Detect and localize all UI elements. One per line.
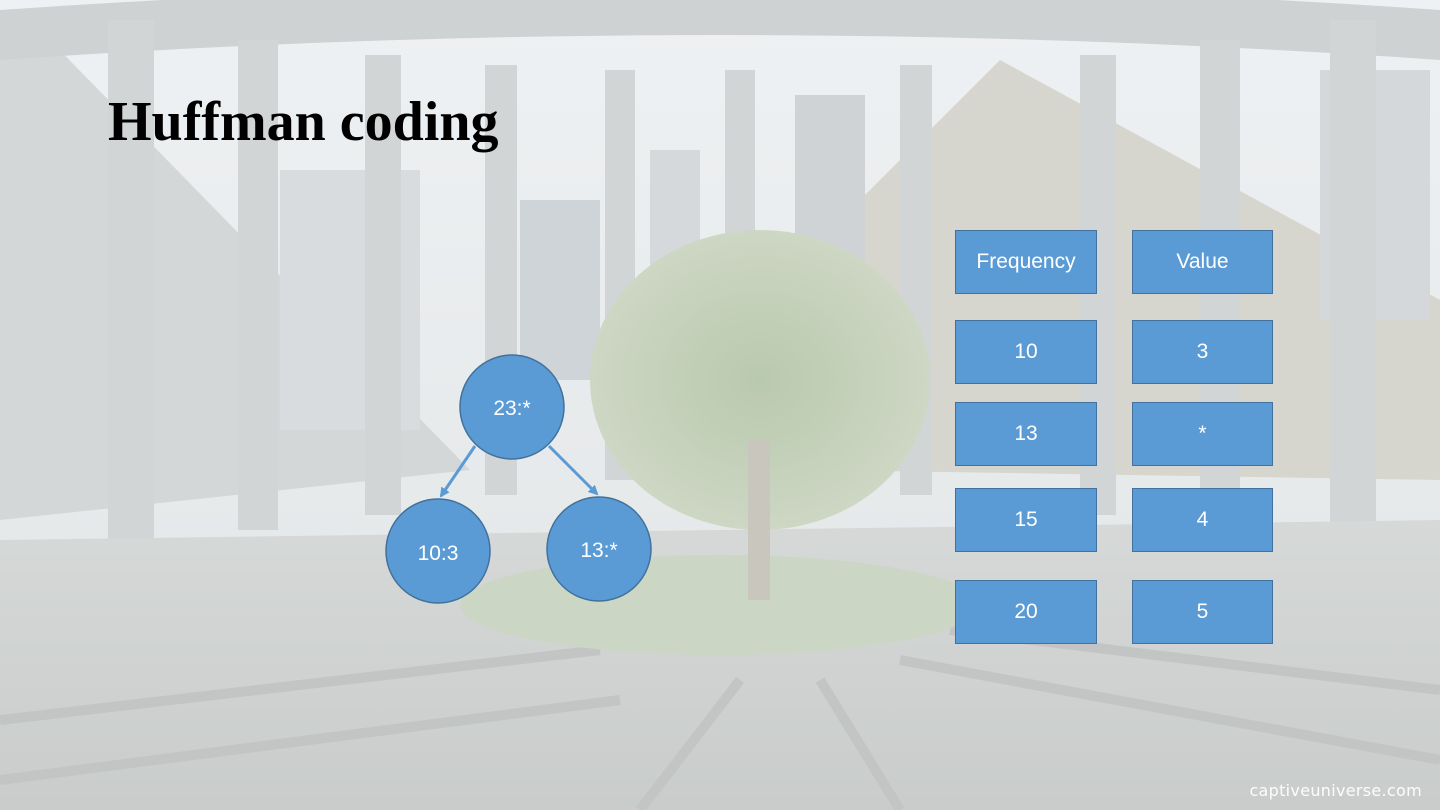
tree-node-left-label: 10:3 xyxy=(418,542,459,565)
tree-edge-left xyxy=(439,445,477,498)
frequency-cell: 13 xyxy=(955,402,1097,466)
tree-node-left: 10:3 xyxy=(385,498,491,604)
tree-node-right: 13:* xyxy=(546,496,652,602)
frequency-cell: 15 xyxy=(955,488,1097,552)
frequency-cell: 20 xyxy=(955,580,1097,644)
tree-node-right-label: 13:* xyxy=(580,539,617,562)
tree-edge-right xyxy=(547,444,599,496)
tree-node-root: 23:* xyxy=(459,354,565,460)
value-header: Value xyxy=(1132,230,1273,294)
value-cell: * xyxy=(1132,402,1273,466)
frequency-cell: 10 xyxy=(955,320,1097,384)
watermark-text: captiveuniverse.com xyxy=(1249,781,1422,800)
frequency-header: Frequency xyxy=(955,230,1097,294)
value-cell: 5 xyxy=(1132,580,1273,644)
tree-node-root-label: 23:* xyxy=(493,397,530,420)
value-cell: 4 xyxy=(1132,488,1273,552)
slide-title: Huffman coding xyxy=(108,91,499,153)
value-cell: 3 xyxy=(1132,320,1273,384)
